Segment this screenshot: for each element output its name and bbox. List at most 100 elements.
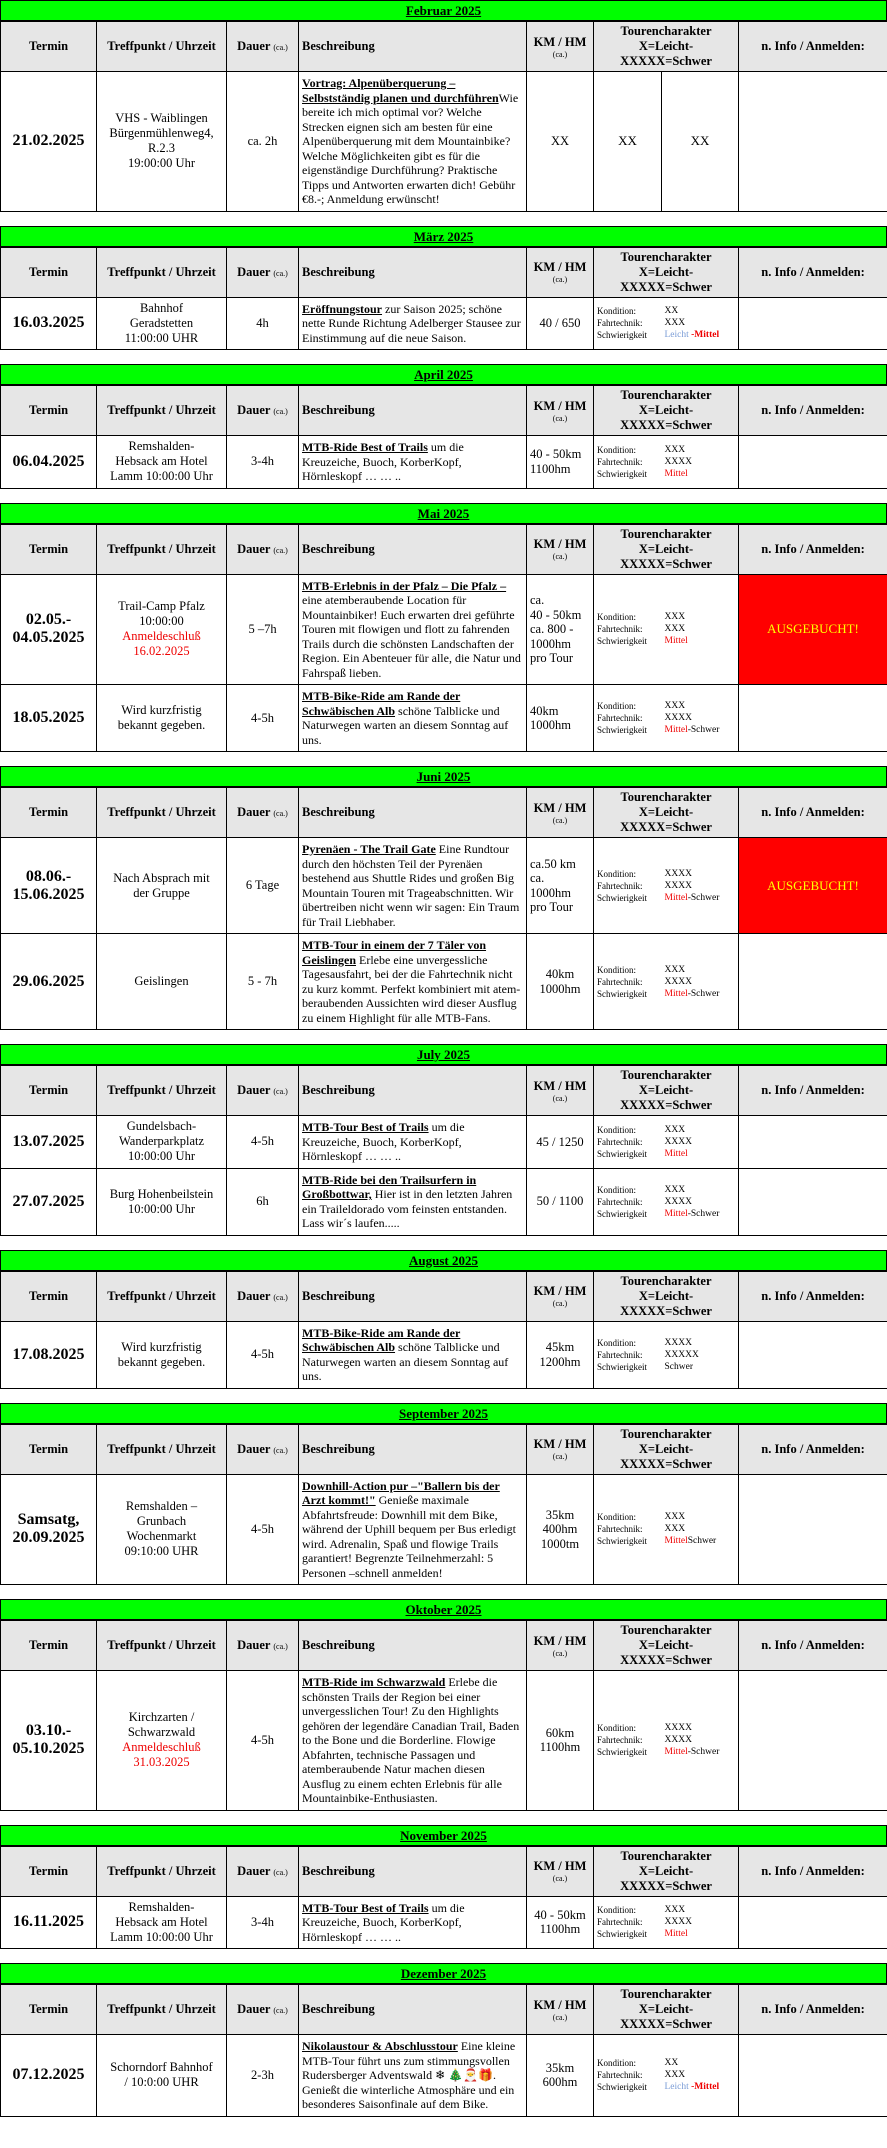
label-schwierigkeit: Schwierigkeit <box>597 892 647 903</box>
header-tourencharakter: Tourencharakter X=Leicht-XXXXX=Schwer <box>592 21 740 72</box>
tour-character-labels: Kondition: Fahrtechnik: Schwierigkeit <box>593 1167 662 1236</box>
event-row: 13.07.2025 Gundelsbach- Wanderparkplatz 10:… <box>0 1115 887 1169</box>
header-dauer-label: Dauer <box>237 1638 274 1652</box>
info-register-cell[interactable] <box>738 435 887 489</box>
info-register-cell[interactable] <box>738 1167 887 1236</box>
event-text: um die Kreuzeiche, Buoch, KorberKopf, Hö… <box>302 1900 465 1944</box>
header-dauer-label: Dauer <box>237 1083 274 1097</box>
km-line: 1000hm <box>530 718 571 732</box>
event-date-line: 02.05.- <box>25 611 72 629</box>
level-value: XXXX <box>665 1337 736 1349</box>
level-text: XXXX <box>664 1735 692 1746</box>
events-table: Termin Treffpunkt / Uhrzeit Dauer (ca.) Bes… <box>0 1270 887 1389</box>
header-info: n. Info / Anmelden: <box>738 385 887 436</box>
header-km: KM / HM (ca.) <box>526 1065 594 1116</box>
event-place-line: Trail-Camp Pfalz <box>118 599 205 614</box>
event-date-line: 03.10.- <box>25 1722 72 1740</box>
level-text: XXX <box>664 1184 686 1195</box>
header-km: KM / HM (ca.) <box>526 787 594 838</box>
info-register-cell[interactable] <box>738 1320 887 1389</box>
event-date: 08.06.- 15.06.2025 <box>0 837 97 934</box>
header-tc-line2: X=Leicht-XXXXX=Schwer <box>620 805 712 834</box>
level-text: XXXX <box>664 713 692 723</box>
header-treffpunkt: Treffpunkt / Uhrzeit <box>96 1270 227 1322</box>
info-register-cell[interactable] <box>738 2034 887 2117</box>
info-register-cell[interactable] <box>738 684 887 752</box>
tour-character-levels: XXX XXXX Mittel-Schwer <box>661 684 740 752</box>
event-place-line: Geislingen <box>134 974 189 988</box>
month-title-text: Dezember 2025 <box>400 1966 487 1981</box>
event-date-line: 17.08.2025 <box>12 1345 85 1363</box>
info-register-cell[interactable] <box>738 1115 887 1169</box>
header-km-ca: (ca.) <box>552 1452 568 1461</box>
level-text: XXXX <box>664 456 692 467</box>
event-place-line: Kirchzarten / <box>128 1710 195 1725</box>
event-place-line: Wanderparkplatz <box>118 1134 205 1149</box>
tour-character-labels: Kondition: Fahrtechnik: Schwierigkeit <box>593 1670 662 1811</box>
month-title: April 2025 <box>0 364 887 385</box>
label-schwierigkeit: Schwierigkeit <box>597 1148 647 1159</box>
tour-character-labels: Kondition: Fahrtechnik: Schwierigkeit <box>593 1115 662 1169</box>
info-register-cell[interactable] <box>738 933 887 1030</box>
header-dauer-ca: (ca.) <box>273 1642 288 1651</box>
header-dauer-label: Dauer <box>237 403 274 417</box>
month-title-text: April 2025 <box>414 367 473 382</box>
event-date: 06.04.2025 <box>0 435 97 489</box>
header-row: Termin Treffpunkt / Uhrzeit Dauer (ca.) Bes… <box>0 1423 887 1475</box>
label-kondition: Kondition: <box>597 868 637 879</box>
event-title: MTB-Tour in einem der 7 Täler von Geisli… <box>302 938 487 967</box>
info-register-cell[interactable] <box>738 1895 887 1949</box>
event-row: 17.08.2025 Wird kurzfristig bekannt gegebe… <box>0 1320 887 1389</box>
event-description: Vortrag: Alpenüberquerung – Selbstständi… <box>298 71 527 212</box>
event-place: Kirchzarten / Schwarzwald Anmeldeschluß 31.… <box>96 1670 227 1811</box>
header-km-ca: (ca.) <box>552 815 568 825</box>
info-register-cell[interactable] <box>738 296 887 350</box>
event-duration: 3-4h <box>226 1895 299 1949</box>
info-register-cell[interactable] <box>738 1473 887 1585</box>
month-title-text: July 2025 <box>416 1047 471 1062</box>
km-line: 60km <box>545 1725 575 1740</box>
tour-character-levels: XX XXX Leicht -Mittel <box>661 2034 740 2117</box>
event-description: MTB-Tour in einem der 7 Täler von Geisli… <box>298 933 527 1030</box>
event-description: Nikolaustour & Abschlusstour Eine kleine… <box>298 2034 527 2117</box>
level-text: XXX <box>664 612 686 623</box>
header-dauer-ca: (ca.) <box>273 268 288 278</box>
event-place: VHS - Waiblingen Bürgenmühlenweg4, R.2.3 19… <box>96 71 227 212</box>
registration-deadline: Anmeldeschluß 31.03.2025 <box>100 1740 223 1770</box>
label-fahrtechnik: Fahrtechnik: <box>597 1349 643 1360</box>
header-row: Termin Treffpunkt / Uhrzeit Dauer (ca.) Bes… <box>0 523 887 575</box>
info-register-cell[interactable] <box>738 71 887 212</box>
km-line: 1100hm <box>539 1922 581 1937</box>
events-table: Termin Treffpunkt / Uhrzeit Dauer (ca.) Bes… <box>0 1620 887 1811</box>
level-value: XXXX <box>665 1916 736 1928</box>
header-row: Termin Treffpunkt / Uhrzeit Dauer (ca.) Bes… <box>0 21 887 72</box>
header-termin: Termin <box>0 246 97 298</box>
info-register-cell[interactable] <box>738 1670 887 1811</box>
event-date: 02.05.- 04.05.2025 <box>0 573 97 685</box>
header-dauer: Dauer (ca.) <box>226 1984 299 2035</box>
km-line: 40 - 50km <box>530 447 582 462</box>
event-duration: 5 - 7h <box>226 933 299 1030</box>
event-description: MTB-Tour Best of Trails um die Kreuzeich… <box>298 1895 527 1949</box>
level-value: Mittel-Schwer <box>665 892 736 904</box>
label-fahrtechnik: Fahrtechnik: <box>597 1136 643 1147</box>
month-title: Oktober 2025 <box>0 1599 887 1620</box>
header-tc-line2: X=Leicht-XXXXX=Schwer <box>620 1638 712 1667</box>
header-dauer: Dauer (ca.) <box>226 523 299 575</box>
header-dauer-ca: (ca.) <box>273 545 288 555</box>
event-date: 18.05.2025 <box>0 684 97 752</box>
level-mittel: Mittel <box>664 1148 688 1159</box>
header-dauer-ca: (ca.) <box>273 43 288 52</box>
events-table: Termin Treffpunkt / Uhrzeit Dauer (ca.) Bes… <box>0 385 887 489</box>
event-description: MTB-Erlebnis in der Pfalz – Die Pfalz – … <box>298 573 527 685</box>
event-date-line: 06.04.2025 <box>12 452 85 470</box>
label-fahrtechnik: Fahrtechnik: <box>597 1524 643 1535</box>
label-schwierigkeit: Schwierigkeit <box>597 1361 647 1372</box>
month-section: August 2025 Termin Treffpunkt / Uhrzeit Dau… <box>0 1249 887 1389</box>
level-value: XXX <box>665 1124 736 1136</box>
event-description: Pyrenäen - The Trail Gate Eine Rundtour … <box>298 837 527 934</box>
label-fahrtechnik: Fahrtechnik: <box>597 880 643 891</box>
header-km-ca: (ca.) <box>552 2012 568 2022</box>
label-kondition: Kondition: <box>597 306 637 317</box>
event-km-hm: XX <box>526 71 594 212</box>
